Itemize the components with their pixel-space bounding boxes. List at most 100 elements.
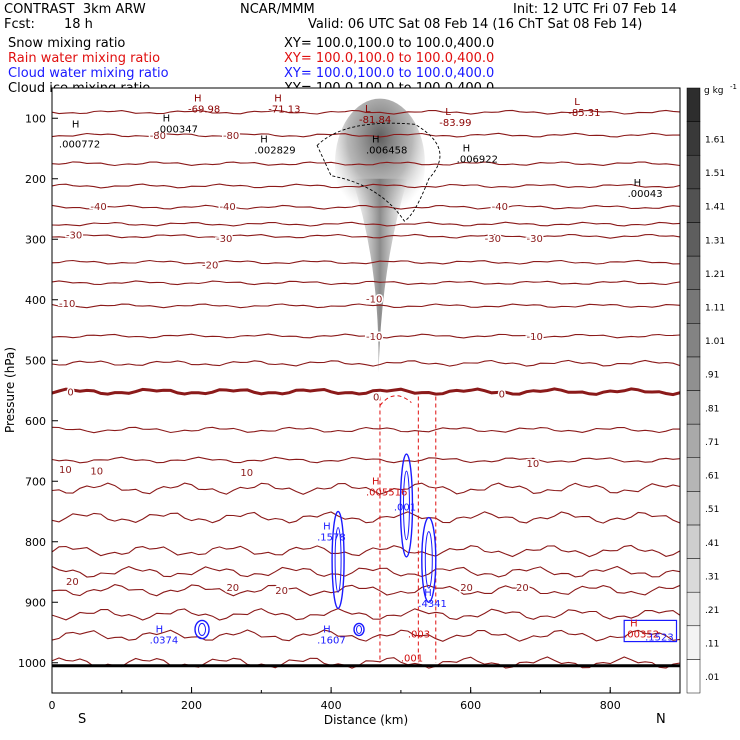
colorbar-bin [686, 457, 701, 492]
temperature-contour [52, 511, 680, 524]
colorbar-bin [686, 390, 701, 425]
cloud-water-contour [331, 510, 345, 610]
field-snow-label: Snow mixing ratio [8, 36, 126, 51]
field-cloudwater-label: Cloud water mixing ratio [8, 66, 169, 81]
cloud-water-contour [623, 619, 678, 643]
extremum-symbol: H [372, 476, 380, 487]
temperature-contour [52, 109, 680, 115]
cloud-water-contour [198, 622, 207, 637]
temperature-contour [52, 544, 680, 558]
north-label: N [656, 712, 666, 727]
colorbar-label: 1.01 [705, 337, 725, 347]
cloud-water-contour [424, 531, 433, 589]
temperature-label: -40 [90, 202, 106, 213]
extremum-symbol: H [194, 93, 202, 104]
colorbar-bin [686, 591, 701, 627]
x-tick-label: 800 [600, 699, 621, 712]
y-tick-label: 500 [25, 354, 46, 367]
field-rain-label: Rain water mixing ratio [8, 51, 161, 66]
temperature-label: 20 [516, 583, 529, 594]
colorbar-label: .01 [705, 673, 719, 683]
temperature-label: -10 [366, 332, 382, 343]
extremum-symbol: H [634, 178, 642, 189]
temperature-contour [52, 584, 680, 597]
extremum-value: .1578 [317, 533, 346, 544]
y-tick-label: 600 [25, 415, 46, 428]
forecast-hours: 18 h [64, 17, 93, 32]
colorbar-bin [686, 255, 701, 290]
y-tick-label: 900 [25, 596, 46, 609]
model-title: CONTRAST 3km ARW [4, 2, 146, 17]
temperature-label: -20 [202, 261, 218, 272]
extremum-value: .006458 [366, 145, 407, 156]
temperature-contour [52, 426, 680, 434]
colorbar-label: 1.31 [705, 236, 725, 246]
temperature-contour [52, 333, 680, 339]
extremum-symbol: H [323, 522, 331, 533]
extremum-value: -69.98 [188, 104, 220, 115]
colorbar-bin [686, 356, 701, 391]
y-axis-title: Pressure (hPa) [3, 347, 17, 433]
plot-frame [51, 87, 681, 694]
field-cloudwater-xy: XY= 100.0,100.0 to 100.0,400.0 [284, 66, 495, 81]
colorbar-bin [686, 524, 701, 559]
extremum-value: .1523 [645, 632, 674, 643]
extremum-value: .1607 [317, 636, 346, 647]
temperature-contour [52, 303, 680, 309]
extremum-value: .00043 [628, 189, 663, 200]
colorbar-label: 1.41 [705, 203, 725, 213]
extremum-value: .001 [401, 654, 423, 665]
temperature-label: -30 [66, 230, 82, 241]
center-name: NCAR/MMM [240, 2, 315, 17]
extremum-value: .005516 [366, 487, 407, 498]
extremum-value: -83.99 [439, 118, 471, 129]
cloud-ice-contour [316, 122, 441, 222]
extremum-symbol: H [163, 113, 171, 124]
temperature-contour [52, 259, 680, 265]
colorbar-label: .71 [705, 438, 719, 448]
temperature-contour [52, 656, 680, 669]
colorbar-label: .81 [705, 404, 719, 414]
extremum-value: .001 [394, 502, 416, 513]
colorbar-label: .51 [705, 505, 719, 515]
colorbar-bin [686, 87, 701, 122]
x-tick-label: 200 [181, 699, 202, 712]
extremum-symbol: L [445, 107, 451, 118]
extremum-symbol: L [574, 97, 580, 108]
temperature-label: 10 [59, 465, 72, 476]
x-tick-label: 600 [460, 699, 481, 712]
y-tick-label: 400 [25, 294, 46, 307]
temperature-label: 20 [275, 586, 288, 597]
colorbar-label: 1.61 [705, 135, 725, 145]
temperature-contour [52, 456, 680, 464]
extremum-value: .002829 [254, 145, 295, 156]
south-label: S [78, 712, 87, 727]
extremum-value: .00352 [624, 629, 659, 640]
extremum-value: .4341 [418, 599, 447, 610]
field-snow-xy: XY= 100.0,100.0 to 100.0,400.0 [284, 36, 495, 51]
colorbar-label: .21 [705, 606, 719, 616]
colorbar-bin [686, 625, 701, 660]
extremum-value: .000772 [59, 139, 100, 150]
cloud-water-contour [334, 527, 342, 593]
extremum-symbol: H [372, 134, 380, 145]
temperature-label: -10 [526, 332, 542, 343]
extremum-symbol: L [365, 104, 371, 115]
colorbar-label: .31 [705, 572, 719, 582]
colorbar-bin [686, 289, 701, 324]
extremum-symbol: H [323, 625, 331, 636]
temperature-label: 10 [526, 459, 539, 470]
temperature-label: 10 [90, 466, 103, 477]
temperature-label: -30 [526, 234, 542, 245]
colorbar-label: .11 [705, 640, 719, 650]
temperature-contour [52, 204, 680, 210]
ice-plume-stem [352, 178, 408, 373]
colorbar-bin [686, 188, 701, 223]
x-tick-label: 0 [49, 699, 56, 712]
temperature-label: -80 [223, 131, 239, 142]
y-tick-label: 300 [25, 233, 46, 246]
colorbar-label: 1.51 [705, 169, 725, 179]
temperature-contour [52, 161, 680, 167]
temperature-label: 0 [373, 393, 379, 404]
temperature-contour [52, 359, 680, 367]
